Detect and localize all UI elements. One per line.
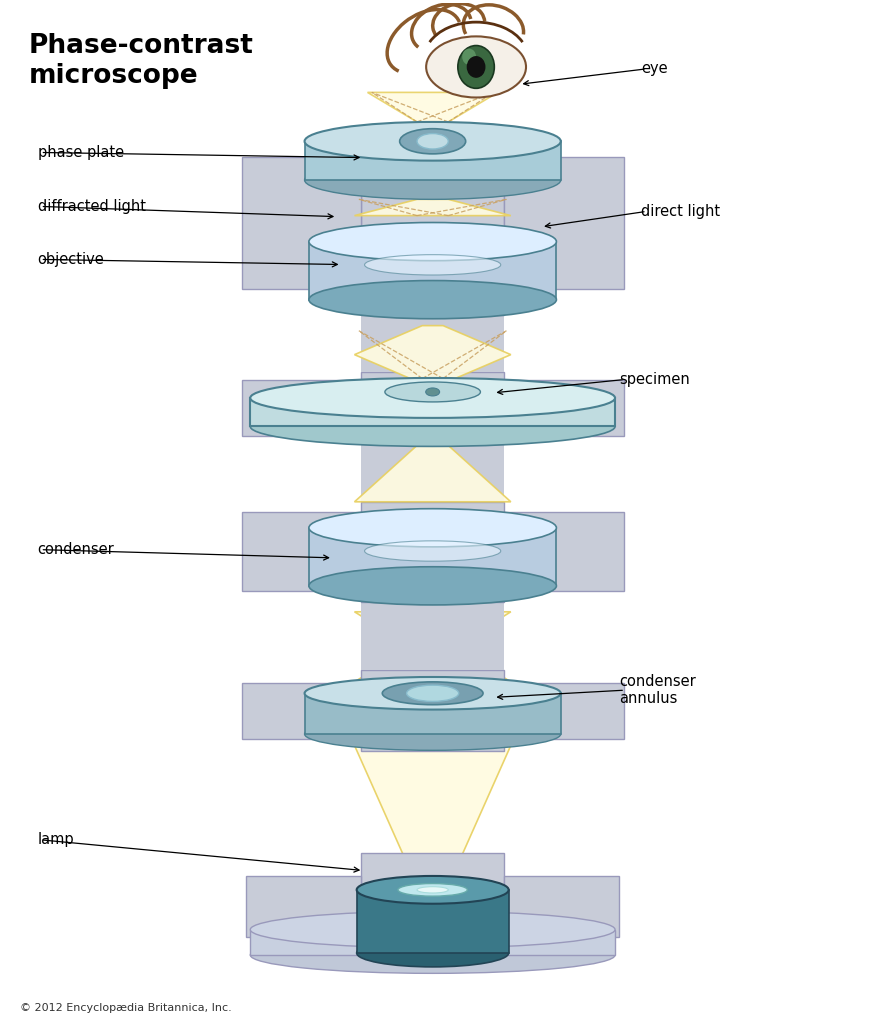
Text: © 2012 Encyclopædia Britannica, Inc.: © 2012 Encyclopædia Britannica, Inc.: [20, 1004, 232, 1013]
Polygon shape: [355, 745, 510, 872]
Polygon shape: [368, 92, 498, 122]
Polygon shape: [355, 611, 510, 682]
Bar: [309, 527, 557, 586]
Bar: [504, 683, 624, 738]
Ellipse shape: [357, 876, 509, 904]
Bar: [250, 398, 615, 426]
Ellipse shape: [309, 281, 557, 318]
Ellipse shape: [385, 382, 481, 402]
Ellipse shape: [364, 255, 501, 275]
Bar: [361, 587, 504, 670]
Ellipse shape: [398, 884, 468, 896]
Text: lamp: lamp: [38, 833, 74, 848]
Bar: [361, 670, 504, 752]
Ellipse shape: [304, 718, 561, 751]
Bar: [504, 157, 624, 289]
Ellipse shape: [304, 677, 561, 710]
Text: condenser
annulus: condenser annulus: [620, 674, 696, 707]
Text: condenser: condenser: [38, 542, 114, 557]
Ellipse shape: [250, 378, 615, 418]
Bar: [361, 306, 504, 373]
Ellipse shape: [427, 37, 526, 97]
Polygon shape: [355, 200, 510, 216]
Ellipse shape: [462, 48, 476, 65]
Bar: [361, 430, 504, 502]
Bar: [361, 373, 504, 443]
Ellipse shape: [250, 407, 615, 446]
Text: Phase-contrast
microscope: Phase-contrast microscope: [29, 34, 253, 89]
Bar: [504, 380, 624, 436]
Ellipse shape: [357, 939, 509, 967]
Bar: [357, 890, 509, 953]
Text: objective: objective: [38, 252, 104, 267]
Bar: [361, 130, 504, 315]
Ellipse shape: [417, 133, 448, 150]
Bar: [309, 242, 557, 300]
Bar: [246, 877, 361, 937]
Text: specimen: specimen: [620, 372, 690, 387]
Bar: [361, 502, 504, 602]
Ellipse shape: [364, 541, 501, 561]
Text: eye: eye: [642, 61, 668, 77]
Ellipse shape: [417, 887, 448, 893]
Text: direct light: direct light: [642, 204, 720, 219]
Ellipse shape: [458, 45, 495, 88]
Ellipse shape: [309, 566, 557, 605]
Ellipse shape: [426, 388, 440, 396]
Ellipse shape: [304, 161, 561, 200]
Bar: [504, 877, 620, 937]
Ellipse shape: [309, 509, 557, 547]
Ellipse shape: [250, 937, 615, 974]
Ellipse shape: [250, 911, 615, 948]
Polygon shape: [355, 440, 510, 502]
Bar: [504, 512, 624, 592]
Ellipse shape: [309, 222, 557, 261]
Ellipse shape: [406, 685, 459, 701]
Bar: [304, 141, 561, 180]
Ellipse shape: [382, 682, 483, 705]
Bar: [241, 683, 361, 738]
Ellipse shape: [468, 56, 485, 77]
Ellipse shape: [399, 129, 466, 154]
Bar: [241, 380, 361, 436]
Text: phase plate: phase plate: [38, 145, 123, 160]
Text: diffracted light: diffracted light: [38, 199, 145, 214]
Bar: [241, 157, 361, 289]
Polygon shape: [355, 326, 510, 384]
Bar: [241, 512, 361, 592]
Ellipse shape: [304, 122, 561, 161]
Bar: [361, 853, 504, 961]
Bar: [250, 930, 615, 955]
Bar: [304, 693, 561, 734]
